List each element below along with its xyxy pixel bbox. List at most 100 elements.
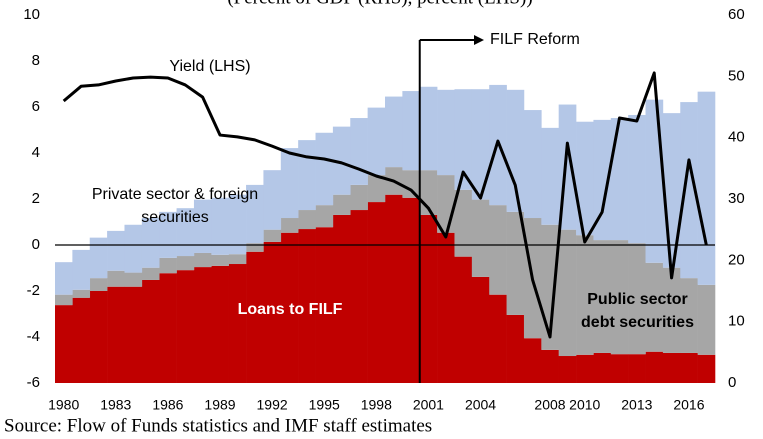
bar-segment [124,286,143,383]
bar-segment [176,256,195,271]
bar-segment [593,240,612,353]
series-label-text: Loans to FILF [237,301,343,318]
bar-segment [541,349,559,383]
arrow-head [474,35,484,45]
bar-segment [159,273,177,383]
bar-segment [141,279,160,383]
y-tick-label: 0 [32,236,40,253]
bar-segment [193,267,212,383]
x-tick-label: 1986 [152,397,183,413]
bar-segment [385,194,403,383]
bar-segment [193,199,212,253]
bar-segment [315,205,334,228]
bar-segment [298,229,316,383]
bar-segment [89,278,108,291]
bar-segment [610,118,629,241]
bar-segment [332,126,351,195]
bar-segment [576,235,594,355]
bar-segment [610,240,629,355]
series-label: Public sector debt securities [581,291,694,331]
bar-segment [350,184,368,211]
bar-segment [332,194,351,215]
y2-tick-label: 0 [728,374,736,391]
bar-segment [576,354,594,383]
bar-segment [697,91,716,285]
bar-segment [159,211,177,258]
y-tick-label: 2 [32,190,40,207]
bar-segment [263,170,282,230]
bar-segment [367,107,386,176]
y2-tick-label: 50 [728,67,745,84]
bar-segment [419,86,438,171]
source-note: Source: Flow of Funds statistics and IMF… [4,415,432,436]
bar-segment [680,278,698,353]
y-tick-label: -6 [27,374,40,391]
bar-segment [193,252,212,268]
x-tick-label: 2004 [465,397,496,413]
bar-segment [506,89,525,212]
bar-segment [610,354,629,383]
x-tick-label: 1998 [361,397,392,413]
bar-segment [419,214,438,383]
bar-segment [298,210,316,230]
x-tick-label: 1980 [48,397,79,413]
bar-segment [558,229,577,357]
y2-tick-label: 40 [728,129,745,146]
bar-segment [628,114,646,244]
bar-segment [263,241,282,383]
bar-segment [246,184,264,244]
bar-segment [176,208,195,257]
bar-segment [107,230,125,271]
bar-segment [89,291,108,383]
bar-segment [107,286,125,383]
bar-segment [107,270,125,287]
bar-segment [593,352,612,383]
bar-segment [506,211,525,315]
yield-line [62,71,708,339]
bar-segment [263,229,282,242]
bar-segment [576,121,594,236]
x-tick-label: 2016 [673,397,704,413]
bar-segment [645,262,664,352]
bar-segment [246,243,264,252]
bar-segment [680,352,698,383]
y-tick-label: 4 [32,144,40,161]
x-tick-label: 1983 [100,397,131,413]
bar-segment [662,352,681,383]
annotation: FILF Reform [490,31,580,48]
bar-segment [541,127,559,225]
bar-segment [246,251,264,383]
y2-tick-label: 10 [728,313,745,330]
bar-segment [506,314,525,383]
bar-segment [523,110,542,219]
y-tick-label: -4 [27,328,40,345]
bar-segment [489,205,507,295]
bar-segment [228,264,247,383]
bar-segment [367,202,386,383]
bar-segment [454,256,473,383]
y-tick-label: 8 [32,52,40,69]
bar-segment [645,99,664,263]
bar-segment [159,257,177,274]
bar-segment [55,305,73,383]
bar-segment [385,96,403,168]
bar-segment [662,267,681,353]
bar-segment [471,276,490,383]
bar-segment [55,262,73,295]
series-label-text: Private sector & foreign securities [91,186,259,226]
x-tick-label: 2013 [621,397,652,413]
bar-segment [89,237,108,279]
x-tick-label: 1995 [309,397,340,413]
bar-segment [72,249,91,290]
bar-segment [523,338,542,383]
bar-segment [402,91,421,171]
bar-segment [332,214,351,383]
bar-segment [697,354,716,383]
bar-segment [437,232,455,383]
y2-tick-label: 20 [728,251,745,268]
bar-segment [228,254,247,265]
bar-segment [124,272,143,287]
bar-segment [680,102,698,279]
bar-segment [350,210,368,383]
bar-segment [211,197,229,255]
